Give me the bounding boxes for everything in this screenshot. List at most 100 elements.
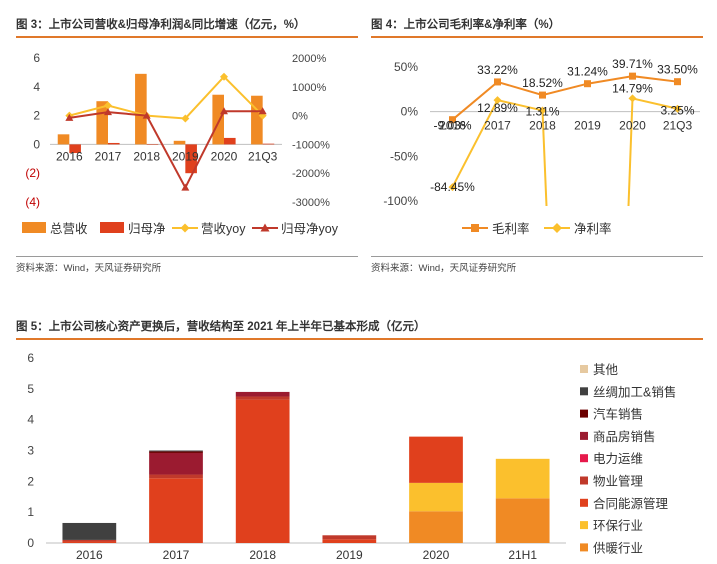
- fig4-category-label: 21Q3: [663, 119, 693, 133]
- fig3-bar-revenue: [96, 101, 108, 145]
- fig3-point-revenue-yoy: [181, 114, 190, 123]
- fig3-bar-netprofit: [146, 144, 159, 145]
- fig3-title-rule: [16, 36, 358, 38]
- fig3-bar-netprofit: [224, 137, 236, 145]
- fig5-category-label: 2020: [423, 548, 450, 562]
- fig5-bar-segment: [62, 522, 117, 540]
- fig4-source-rule: [371, 256, 703, 257]
- fig3-category-label: 2020: [211, 149, 238, 163]
- fig3-right-tick-label: -2000%: [292, 168, 330, 180]
- fig4-category-label: 2016: [439, 119, 466, 133]
- fig3-chart: 6 4 2 0 (2) (4) 2000% 1000% 0% -1000% -2000% -3000%…: [22, 51, 339, 236]
- fig4-y-tick-label: -50%: [390, 149, 418, 163]
- fig3-legend-label: 归母净yoy: [281, 222, 339, 236]
- fig5-legend-swatch: [580, 543, 588, 552]
- fig5-category-label: 2019: [336, 548, 363, 562]
- fig3-point-netprofit-yoy: [181, 183, 190, 191]
- fig3-left-tick-label: 6: [33, 51, 40, 65]
- fig3-title: 图 3：上市公司营收&归母净利润&同比增速（亿元，%）: [16, 19, 306, 31]
- fig5-category-label: 2017: [163, 548, 190, 562]
- fig5-bar-segment: [235, 396, 290, 400]
- fig5-legend-label: 商品房销售: [593, 429, 656, 444]
- fig4-title-rule: [371, 36, 703, 38]
- fig4-chart: 50% 0% -50% -100% 2016 2017 2018 2019 2020 21Q3 -9…: [383, 57, 700, 236]
- fig4-source: 资料来源：Wind，天风证券研究所: [371, 263, 517, 274]
- fig5-bar-segment: [149, 451, 203, 453]
- fig3-left-tick-label: (2): [25, 166, 40, 180]
- fig3-right-tick-label: -3000%: [292, 197, 330, 209]
- fig4-line-net-margin: [627, 98, 634, 207]
- fig3-point-revenue-yoy: [104, 101, 112, 110]
- fig5-bar-segment: [409, 511, 463, 543]
- fig3-bar-netprofit: [262, 143, 275, 145]
- fig5-bar-segment: [62, 541, 117, 543]
- fig4-point-gross-margin: [629, 72, 636, 80]
- fig3-point-netprofit-yoy: [65, 113, 74, 121]
- fig3-point-revenue-yoy: [220, 72, 228, 81]
- fig4-y-tick-label: 0%: [401, 105, 419, 119]
- fig3-line-revenue-yoy: [69, 75, 264, 120]
- fig5-bar-segment: [149, 452, 203, 475]
- fig3-bar-revenue: [57, 134, 70, 145]
- fig3-legend-marker: [260, 223, 270, 232]
- fig3-category-label: 2017: [95, 149, 122, 163]
- fig3-right-tick-label: 2000%: [292, 53, 326, 65]
- fig3-right-tick-label: -1000%: [292, 139, 330, 151]
- fig5-chart: 6 5 4 3 2 1 0 2016 2017 2018 2019 2020 21H1 其他丝绸加工&销售…: [27, 351, 676, 562]
- fig4-legend-marker: [552, 223, 562, 233]
- fig5-category-label: 21H1: [508, 548, 537, 562]
- fig5-legend-swatch: [580, 521, 588, 530]
- fig4-net-data-label: 12.89%: [477, 101, 518, 115]
- fig5-bar-segment: [495, 458, 550, 499]
- fig3-left-tick-label: 0: [33, 137, 40, 151]
- fig5-legend-label: 合同能源管理: [593, 496, 669, 511]
- fig3-legend-swatch: [100, 222, 124, 233]
- fig4-net-data-label: 14.79%: [612, 81, 653, 95]
- fig4-gross-data-label: 18.52%: [522, 76, 563, 90]
- fig3-bar-netprofit: [185, 144, 197, 174]
- fig4-category-label: 2020: [619, 119, 646, 133]
- fig5-legend-swatch: [580, 365, 588, 373]
- fig5-y-tick-label: 4: [27, 413, 34, 427]
- fig5-category-label: 2016: [76, 548, 103, 562]
- fig3-bar-revenue: [135, 73, 147, 145]
- fig3-right-tick-label: 0%: [292, 111, 308, 123]
- fig4-point-gross-margin: [674, 78, 681, 86]
- fig4-line-net-margin: [632, 97, 678, 110]
- fig5-bar-segment: [322, 539, 377, 543]
- fig5-legend-label: 丝绸加工&销售: [593, 384, 676, 399]
- fig4-point-net-margin: [493, 96, 502, 105]
- fig3-category-label: 2016: [56, 149, 83, 163]
- fig5-legend-swatch: [580, 431, 588, 440]
- fig3-bar-netprofit: [108, 142, 120, 145]
- fig4-point-net-margin: [448, 183, 457, 192]
- fig5-bar-segment: [149, 474, 203, 479]
- fig3-point-netprofit-yoy: [142, 111, 151, 119]
- fig5-bar-segment: [62, 539, 117, 542]
- fig3-point-netprofit-yoy: [258, 107, 267, 115]
- fig3-bar-revenue: [173, 140, 186, 145]
- fig4-net-data-label: 1.31%: [525, 104, 559, 118]
- fig5-legend-swatch: [580, 409, 588, 418]
- fig4-legend-label: 净利率: [574, 221, 612, 236]
- fig4-legend-marker: [471, 224, 479, 232]
- fig4-point-gross-margin: [494, 78, 501, 86]
- fig3-legend-marker: [180, 223, 190, 233]
- fig5-bar-segment: [409, 436, 463, 483]
- fig4-point-net-margin: [673, 104, 682, 113]
- fig5-bar-segment: [409, 482, 463, 512]
- fig4-point-gross-margin: [584, 80, 591, 88]
- fig3-bar-revenue: [251, 95, 263, 145]
- fig3-legend-label: 营收yoy: [201, 222, 246, 236]
- fig3-source-rule: [16, 256, 358, 257]
- fig4-point-net-margin: [538, 106, 547, 115]
- fig5-y-tick-label: 5: [27, 382, 34, 396]
- fig3-left-tick-label: 4: [33, 80, 40, 94]
- fig4-y-tick-label: -100%: [383, 194, 418, 208]
- fig5-y-tick-label: 1: [27, 505, 34, 519]
- fig3-category-label: 21Q3: [248, 149, 278, 163]
- fig5-title: 图 5：上市公司核心资产更换后，营收结构至 2021 年上半年已基本形成（亿元）: [16, 321, 426, 333]
- fig4-y-tick-label: 50%: [394, 60, 418, 74]
- fig5-legend-label: 物业管理: [593, 474, 644, 489]
- fig3-bar-netprofit: [69, 144, 81, 154]
